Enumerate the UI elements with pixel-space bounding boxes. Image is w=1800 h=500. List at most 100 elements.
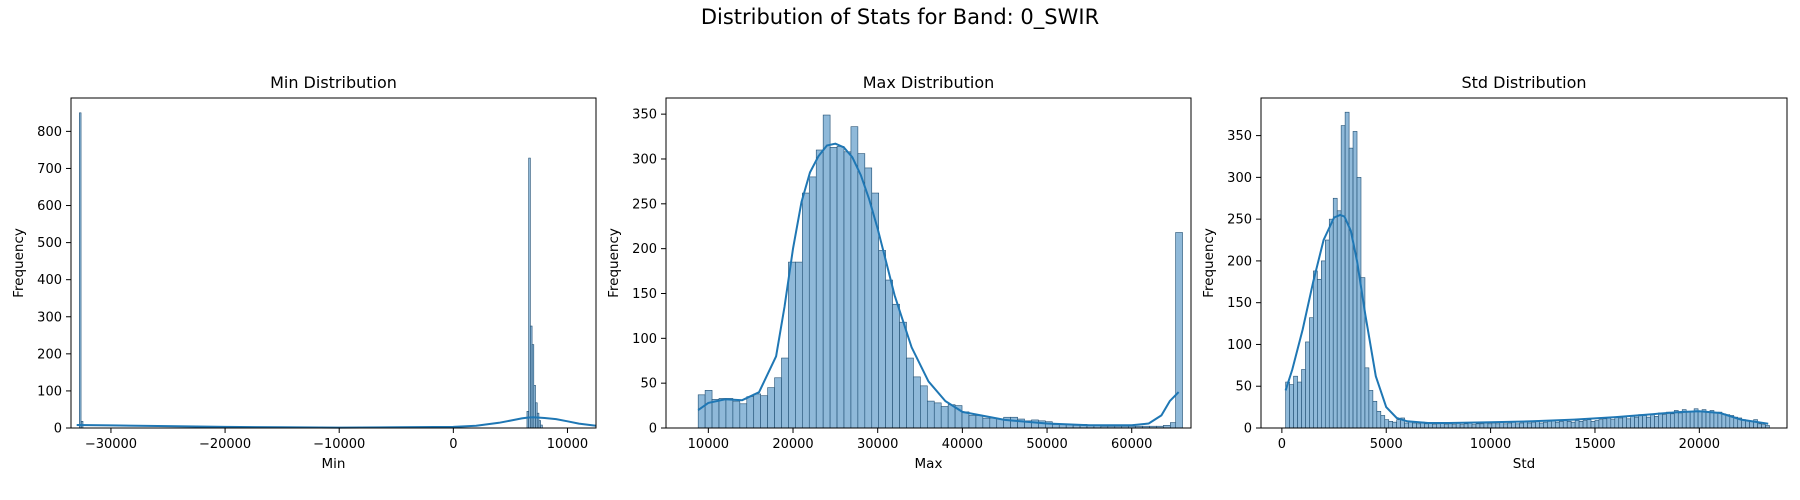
histogram-bar: [704, 390, 713, 429]
histogram-bar: [1535, 421, 1540, 429]
histogram-bar: [1384, 419, 1390, 429]
histogram-bar: [1328, 218, 1334, 429]
histogram-bar: [1634, 416, 1639, 429]
y-tick-label: 0: [1244, 422, 1252, 437]
x-tick-label: 30000: [857, 437, 898, 452]
histogram-bar: [760, 395, 768, 429]
y-tick-label: 100: [37, 384, 62, 399]
histogram-bar: [1324, 239, 1330, 429]
histogram-bar: [1459, 424, 1465, 429]
histogram-bar: [892, 303, 900, 429]
histogram-bar: [1432, 424, 1437, 429]
histogram-bar: [1713, 412, 1719, 429]
histogram-bar: [1570, 421, 1576, 429]
histogram-bar: [1562, 420, 1568, 429]
x-tick-label: 20000: [1679, 437, 1720, 452]
histogram-bar: [1531, 421, 1536, 429]
kde-curve: [1284, 213, 1769, 425]
histogram-bar: [1555, 421, 1560, 429]
y-tick-label: 600: [37, 199, 62, 214]
histogram-bar: [1332, 197, 1338, 429]
x-axis-label: Std: [1513, 456, 1535, 472]
histogram-bar: [1515, 423, 1520, 429]
y-tick-label: 250: [1227, 213, 1252, 228]
histogram-bar: [885, 279, 893, 429]
histogram-bar: [1471, 424, 1477, 429]
histogram-bar: [836, 146, 845, 429]
histogram-bar: [1467, 422, 1473, 429]
histogram-bar: [1650, 413, 1655, 429]
histogram-bar: [1010, 416, 1018, 429]
x-axis-label: Max: [915, 456, 943, 472]
histogram-bar: [1677, 412, 1683, 429]
histogram-bar: [1507, 422, 1512, 429]
histogram-bar: [746, 396, 755, 429]
histogram-bar: [1689, 411, 1695, 429]
histogram-bar: [1031, 419, 1039, 429]
histogram-bar: [1479, 423, 1485, 429]
histogram-bar: [1451, 424, 1457, 429]
histogram-bar: [1487, 423, 1493, 429]
x-tick-label: 0: [449, 437, 457, 452]
y-tick-label: 200: [632, 242, 657, 257]
y-tick-label: 250: [632, 197, 657, 212]
panel-title: Min Distribution: [270, 73, 397, 92]
histogram-bar: [1618, 417, 1624, 429]
histogram-bar: [753, 393, 761, 429]
histogram-bar: [1586, 419, 1592, 429]
y-tick-label: 300: [37, 310, 62, 325]
histogram-bar: [1293, 375, 1298, 429]
histogram-bar: [1289, 384, 1294, 429]
kde-curve: [76, 416, 597, 429]
histogram-bar: [1392, 421, 1397, 429]
histogram-bar: [1626, 418, 1631, 429]
histogram-bar: [1003, 416, 1011, 429]
histogram-bar: [1594, 420, 1600, 429]
histogram-bar: [1340, 125, 1346, 429]
x-axis-label: Min: [322, 456, 346, 472]
y-tick-label: 300: [1227, 171, 1252, 186]
y-axis-label: Frequency: [1201, 228, 1217, 298]
histogram-bar: [1761, 424, 1766, 429]
figure-title: Distribution of Stats for Band: 0_SWIR: [700, 5, 1100, 29]
histogram-bar: [1662, 414, 1667, 429]
histogram-bar: [1313, 270, 1318, 429]
histogram-bar: [1574, 420, 1580, 429]
histogram-bar: [1539, 422, 1544, 429]
histogram-bar: [1317, 278, 1322, 429]
histogram-bar: [968, 415, 977, 429]
histogram-bar: [1578, 421, 1584, 429]
x-tick-label: 20000: [772, 437, 813, 452]
y-tick-label: 200: [1227, 254, 1252, 269]
x-tick-label: −10000: [313, 437, 365, 452]
y-tick-label: 300: [632, 152, 657, 167]
x-tick-label: 40000: [942, 437, 983, 452]
x-tick-label: 0: [1278, 437, 1286, 452]
histogram-bar: [829, 147, 838, 429]
histogram-bar: [1447, 423, 1453, 429]
histogram-bar: [1305, 341, 1310, 429]
histogram-bar: [1642, 415, 1647, 429]
y-tick-label: 200: [37, 347, 62, 362]
histogram-bar: [1685, 410, 1691, 429]
histogram-bar: [1396, 419, 1401, 429]
histogram-bar: [850, 126, 859, 429]
histogram-bar: [1443, 424, 1449, 429]
histogram-bar: [1511, 421, 1516, 429]
axes-frame: [1260, 97, 1788, 429]
histogram-bar: [1566, 421, 1572, 429]
y-tick-label: 400: [37, 273, 62, 288]
histogram-bar: [1368, 390, 1374, 429]
histogram-bar: [1654, 415, 1659, 429]
histogram-bar: [1638, 414, 1643, 429]
x-tick-label: 15000: [1574, 437, 1615, 452]
y-tick-label: 100: [632, 332, 657, 347]
histogram-bar: [1547, 421, 1552, 429]
y-axis-label: Frequency: [606, 228, 622, 298]
histogram-bar: [1614, 416, 1620, 429]
y-tick-label: 100: [1227, 338, 1252, 353]
histogram-bar: [767, 387, 775, 429]
histogram-bar: [1336, 210, 1342, 429]
histogram-bar: [822, 114, 831, 429]
